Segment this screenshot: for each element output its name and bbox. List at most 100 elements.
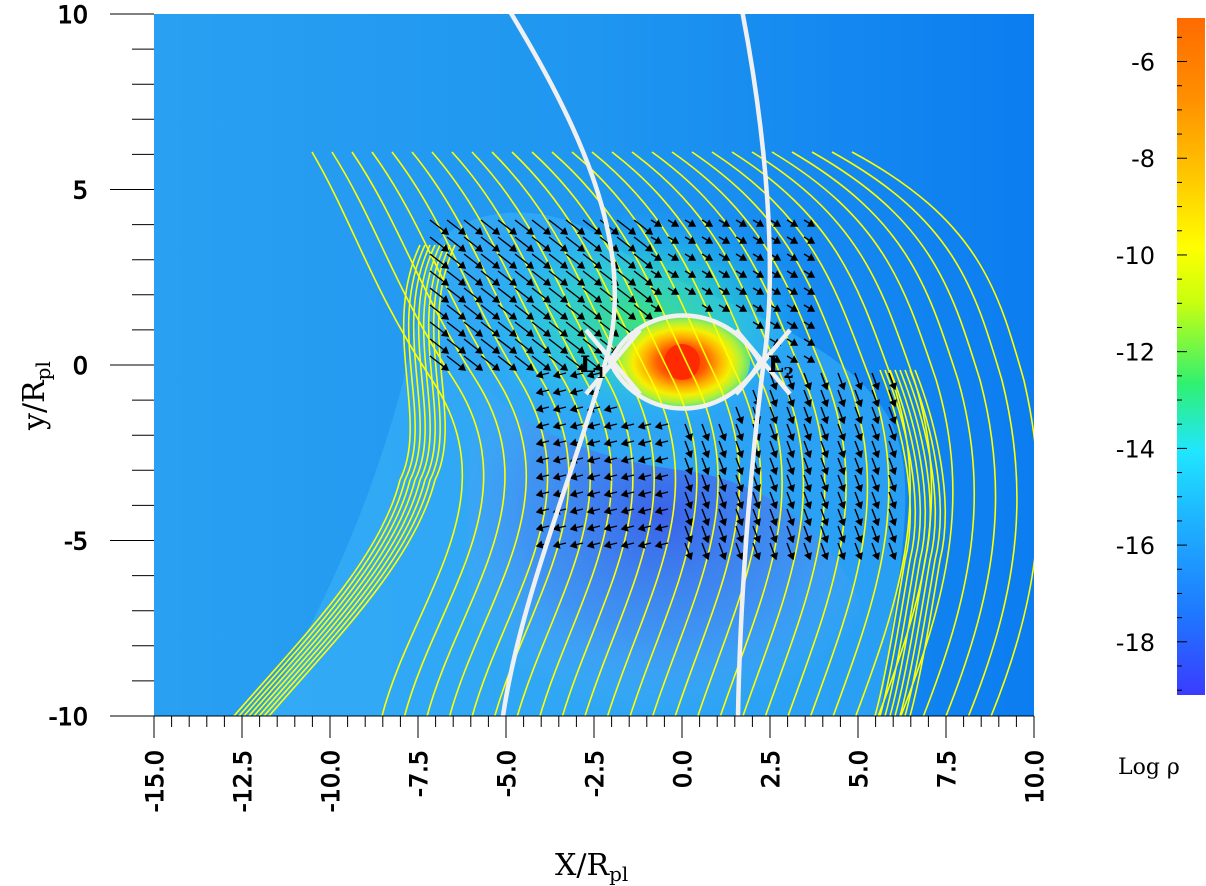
velocity-arrowhead (889, 467, 897, 476)
velocity-arrowhead (736, 552, 744, 561)
velocity-arrowhead (637, 489, 646, 498)
y-tick-label: 5 (73, 177, 88, 205)
velocity-arrowhead (627, 295, 637, 303)
velocity-arrowhead (787, 501, 795, 510)
velocity-arrowhead (440, 227, 450, 235)
velocity-arrowhead (654, 506, 663, 515)
velocity-arrowhead (736, 450, 744, 459)
colorbar-tick-label: -12 (1116, 339, 1155, 367)
velocity-arrowhead (736, 433, 744, 442)
field-line (671, 151, 847, 716)
velocity-arrowhead (806, 321, 816, 329)
velocity-arrowhead (804, 501, 812, 510)
field-line (851, 151, 1034, 716)
roche-lobe (607, 313, 763, 411)
velocity-arrowhead (670, 219, 680, 227)
y-tick-label: -10 (49, 703, 88, 731)
velocity-arrowhead (654, 489, 663, 498)
velocity-arrowhead (593, 363, 603, 371)
velocity-arrowhead (654, 540, 663, 549)
velocity-arrowhead (457, 261, 467, 269)
velocity-arrowhead (889, 552, 897, 561)
velocity-arrowhead (586, 421, 595, 430)
x-tick-label: 5.0 (845, 750, 873, 788)
velocity-arrowhead (789, 270, 799, 278)
velocity-arrowhead (872, 518, 880, 527)
velocity-arrowhead (889, 450, 897, 459)
velocity-arrowhead (525, 363, 535, 371)
velocity-arrowhead (687, 236, 697, 244)
velocity-arrowhead (491, 261, 501, 269)
velocity-arrowhead (753, 467, 761, 476)
velocity-arrowhead (738, 219, 748, 227)
velocity-arrowhead (586, 489, 595, 498)
velocity-arrowhead (838, 501, 846, 510)
velocity-vectors (429, 219, 897, 561)
roche-boundary (500, 14, 792, 716)
velocity-arrowhead (872, 382, 880, 391)
velocity-arrowhead (789, 304, 799, 312)
velocity-arrowhead (787, 467, 795, 476)
velocity-arrowhead (789, 321, 799, 329)
field-line (791, 151, 976, 716)
velocity-arrowhead (702, 518, 710, 527)
velocity-arrowhead (804, 484, 812, 493)
velocity-arrowhead (457, 227, 467, 235)
velocity-arrowhead (770, 535, 778, 544)
velocity-arrowhead (491, 329, 501, 337)
velocity-arrowhead (787, 552, 795, 561)
field-line (431, 151, 591, 716)
velocity-arrowhead (457, 329, 467, 337)
velocity-arrowhead (559, 227, 569, 235)
velocity-arrowhead (569, 506, 578, 515)
velocity-arrowhead (687, 253, 697, 261)
velocity-arrowhead (569, 540, 578, 549)
velocity-arrowhead (855, 399, 863, 408)
y-tick-label: 0 (73, 352, 88, 380)
velocity-arrowhead (474, 227, 484, 235)
velocity-arrowhead (687, 270, 697, 278)
velocity-arrowhead (440, 295, 450, 303)
field-line (899, 369, 936, 716)
velocity-arrowhead (855, 467, 863, 476)
velocity-arrowhead (508, 278, 518, 286)
colorbar-tick-label: -6 (1131, 49, 1155, 77)
velocity-arrowhead (620, 540, 629, 549)
x-tick-label: -7.5 (405, 750, 433, 797)
velocity-arrowhead (738, 253, 748, 261)
velocity-arrowhead (586, 472, 595, 481)
velocity-arrowhead (535, 506, 544, 515)
velocity-arrowhead (457, 244, 467, 252)
velocity-arrowhead (772, 304, 782, 312)
velocity-arrowhead (789, 236, 799, 244)
colorbar-tick-label: -16 (1116, 532, 1155, 560)
field-line (471, 151, 634, 716)
velocity-arrowhead (576, 329, 586, 337)
velocity-arrowhead (889, 382, 897, 391)
velocity-arrowhead (491, 278, 501, 286)
y-axis-title: y/Rpl (17, 361, 55, 431)
velocity-arrowhead (889, 484, 897, 493)
velocity-arrowhead (586, 455, 595, 464)
velocity-arrowhead (525, 244, 535, 252)
field-line (811, 151, 997, 716)
velocity-arrowhead (457, 295, 467, 303)
velocity-arrowhead (508, 363, 518, 371)
velocity-arrowhead (736, 467, 744, 476)
velocity-arrowhead (772, 219, 782, 227)
velocity-arrowhead (576, 227, 586, 235)
field-line (268, 244, 456, 716)
x-axis-title: X/Rpl (555, 848, 628, 886)
velocity-arrowhead (719, 535, 727, 544)
velocity-arrowhead (821, 399, 829, 408)
velocity-arrowhead (855, 552, 863, 561)
velocity-arrowhead (770, 501, 778, 510)
velocity-arrowhead (704, 287, 714, 295)
velocity-arrowhead (559, 261, 569, 269)
velocity-arrowhead (644, 278, 654, 286)
velocity-arrowhead (603, 421, 612, 430)
velocity-arrowhead (738, 287, 748, 295)
velocity-arrowhead (685, 433, 693, 442)
velocity-arrowhead (787, 518, 795, 527)
velocity-arrowhead (569, 523, 578, 532)
